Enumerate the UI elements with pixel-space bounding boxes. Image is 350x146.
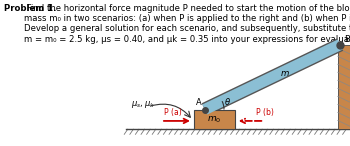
Text: $m_0$: $m_0$	[207, 114, 222, 125]
Text: P (b): P (b)	[256, 108, 273, 117]
FancyBboxPatch shape	[194, 110, 235, 129]
Text: $\mu_s, \mu_k$: $\mu_s, \mu_k$	[131, 99, 155, 110]
Text: Find the horizontal force magnitude P needed to start the motion of the block wi: Find the horizontal force magnitude P ne…	[24, 4, 350, 44]
FancyBboxPatch shape	[338, 45, 350, 129]
Text: Problem 1.: Problem 1.	[4, 4, 57, 13]
Text: A: A	[196, 98, 201, 107]
Text: P (a): P (a)	[164, 108, 182, 117]
Text: B: B	[344, 35, 350, 44]
Text: m: m	[281, 69, 289, 78]
Text: $\theta$: $\theta$	[224, 96, 231, 107]
